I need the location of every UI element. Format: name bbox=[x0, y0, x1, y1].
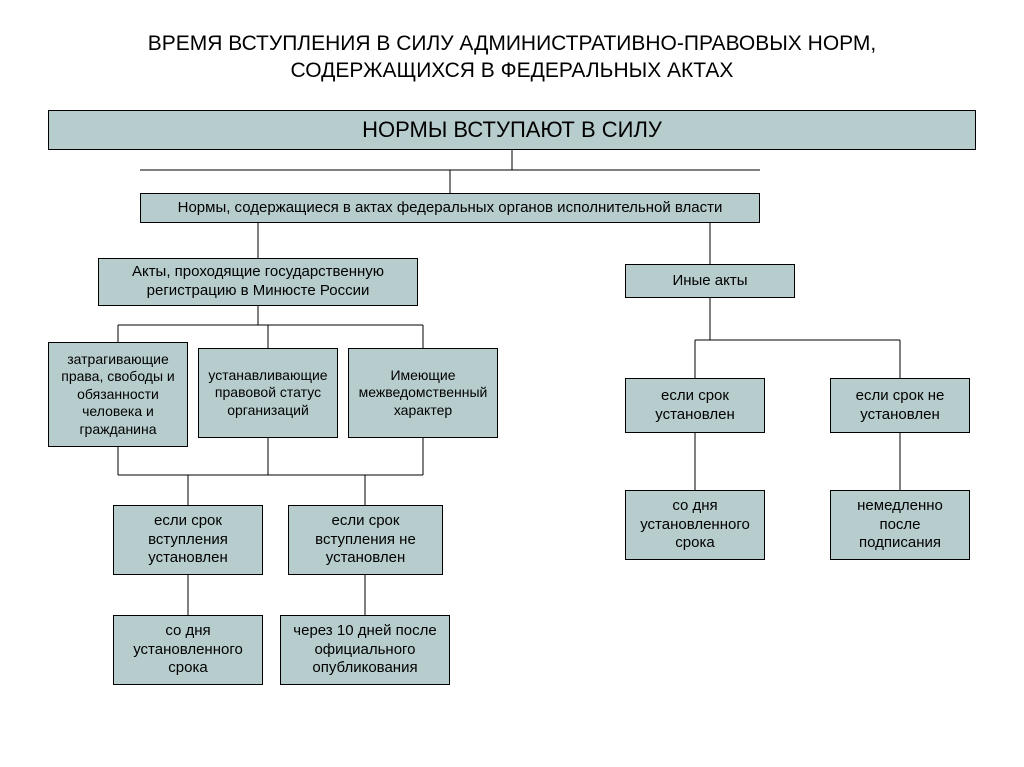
right-cond-1: если срок установлен bbox=[625, 378, 765, 433]
left-cond-2: если срок вступления не установлен bbox=[288, 505, 443, 575]
right-parent: Иные акты bbox=[625, 264, 795, 298]
left-cond-1: если срок вступления установлен bbox=[113, 505, 263, 575]
left-child-3: Имеющие межведомственный характер bbox=[348, 348, 498, 438]
diagram-title: ВРЕМЯ ВСТУПЛЕНИЯ В СИЛУ АДМИНИСТРАТИВНО-… bbox=[0, 0, 1024, 95]
left-child-2: устанавливающие правовой статус организа… bbox=[198, 348, 338, 438]
left-parent: Акты, проходящие государственную регистр… bbox=[98, 258, 418, 306]
right-result-2: немедленно после подписания bbox=[830, 490, 970, 560]
left-child-1: затрагивающие права, свободы и обязаннос… bbox=[48, 342, 188, 447]
root-node: Нормы, содержащиеся в актах федеральных … bbox=[140, 193, 760, 223]
header-box: НОРМЫ ВСТУПАЮТ В СИЛУ bbox=[48, 110, 976, 150]
left-result-1: со дня установленного срока bbox=[113, 615, 263, 685]
right-cond-2: если срок не установлен bbox=[830, 378, 970, 433]
left-result-2: через 10 дней после официального опублик… bbox=[280, 615, 450, 685]
right-result-1: со дня установленного срока bbox=[625, 490, 765, 560]
